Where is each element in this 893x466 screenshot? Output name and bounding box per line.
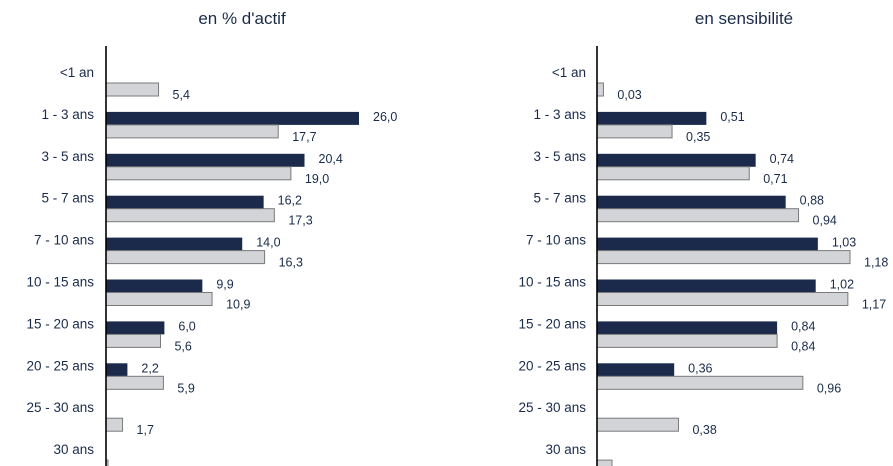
bar-dark: [106, 363, 128, 377]
bar-light: [105, 292, 213, 306]
bar-light: [596, 124, 673, 139]
chart-title-right: en sensibilité: [695, 9, 793, 28]
category-label: 30 ans: [53, 442, 94, 457]
category-label: 30 ans: [545, 442, 586, 457]
data-label-dark: 20,4: [319, 152, 343, 166]
data-label-light: 19,0: [305, 172, 329, 186]
bar-light: [105, 208, 275, 223]
category-label: 1 - 3 ans: [41, 107, 94, 122]
category-label: <1 an: [552, 65, 586, 80]
category-label: 15 - 20 ans: [518, 316, 586, 331]
category-label: 25 - 30 ans: [26, 400, 94, 415]
bar-light: [596, 82, 604, 97]
category-label: 7 - 10 ans: [526, 233, 586, 248]
data-label-light: 16,3: [279, 256, 303, 270]
bar-light: [105, 166, 292, 181]
bar-dark: [597, 279, 816, 293]
bar-dark: [597, 363, 675, 377]
bar-dark: [597, 195, 786, 209]
category-label: 15 - 20 ans: [26, 316, 94, 331]
category-label: 5 - 7 ans: [41, 191, 94, 206]
bar-dark: [106, 153, 305, 167]
category-label: 20 - 25 ans: [518, 358, 586, 373]
data-label-dark: 0,74: [770, 152, 794, 166]
data-label-light: 1,18: [864, 256, 888, 270]
category-label: <1 an: [60, 65, 94, 80]
data-label-dark: 2,2: [141, 361, 158, 375]
data-label-dark: 0,84: [791, 319, 815, 333]
bar-light: [105, 82, 160, 97]
bar-light: [596, 250, 851, 265]
category-label: 7 - 10 ans: [34, 233, 94, 248]
bar-light: [596, 166, 750, 181]
category-label: 3 - 5 ans: [41, 149, 94, 164]
bar-light: [105, 375, 164, 390]
data-label-light: 10,9: [226, 298, 250, 312]
bar-dark: [106, 237, 243, 251]
bar-light: [596, 375, 804, 390]
bar-light: [105, 459, 109, 466]
bar-dark: [597, 111, 707, 125]
data-label-light: 5,9: [177, 381, 194, 395]
data-label-light: 5,6: [174, 339, 191, 353]
bar-light: [596, 333, 778, 348]
data-label-light: 17,7: [292, 130, 316, 144]
bar-dark: [597, 321, 778, 335]
bar-light: [596, 459, 613, 466]
data-label-dark: 0,88: [800, 194, 824, 208]
bar-dark: [106, 111, 359, 125]
category-label: 10 - 15 ans: [26, 275, 94, 290]
bar-light: [596, 208, 800, 223]
data-label-light: 17,3: [288, 214, 312, 228]
data-label-dark: 1,02: [830, 278, 854, 292]
bar-dark: [597, 237, 818, 251]
bar-dark: [106, 321, 165, 335]
data-label-light: 0,94: [813, 214, 837, 228]
data-label-dark: 9,9: [216, 278, 233, 292]
bar-light: [105, 333, 161, 348]
bar-dark: [597, 153, 756, 167]
category-label: 3 - 5 ans: [533, 149, 586, 164]
data-label-dark: 0,36: [688, 361, 712, 375]
data-label-dark: 14,0: [256, 236, 280, 250]
bar-light: [105, 124, 279, 139]
data-label-dark: 0,51: [720, 110, 744, 124]
category-label: 25 - 30 ans: [518, 400, 586, 415]
data-label-light: 5,4: [173, 88, 190, 102]
category-label: 10 - 15 ans: [518, 275, 586, 290]
data-label-light: 1,7: [137, 423, 154, 437]
data-label-light: 0,35: [686, 130, 710, 144]
bar-light: [596, 292, 849, 306]
data-label-light: 0,71: [763, 172, 787, 186]
chart-title-left: en % d'actif: [198, 9, 286, 28]
bar-light: [596, 417, 679, 432]
data-label-dark: 6,0: [178, 319, 195, 333]
data-label-light: 0,84: [791, 339, 815, 353]
bar-dark: [106, 279, 203, 293]
data-label-dark: 16,2: [278, 194, 302, 208]
category-label: 20 - 25 ans: [26, 358, 94, 373]
category-label: 1 - 3 ans: [533, 107, 586, 122]
bar-light: [105, 417, 124, 432]
data-label-light: 0,03: [617, 88, 641, 102]
bar-light: [105, 250, 266, 265]
data-label-dark: 26,0: [373, 110, 397, 124]
bar-dark: [106, 195, 264, 209]
data-label-light: 1,17: [862, 298, 886, 312]
category-label: 5 - 7 ans: [533, 191, 586, 206]
data-label-light: 0,96: [817, 381, 841, 395]
data-label-light: 0,38: [692, 423, 716, 437]
bars-layer: [105, 82, 851, 466]
labels-layer: <1 an 5,4 1 - 3 ans 26,0 17,7 3 - 5 ans 20,4 19…: [26, 65, 888, 466]
data-label-dark: 1,03: [832, 236, 856, 250]
